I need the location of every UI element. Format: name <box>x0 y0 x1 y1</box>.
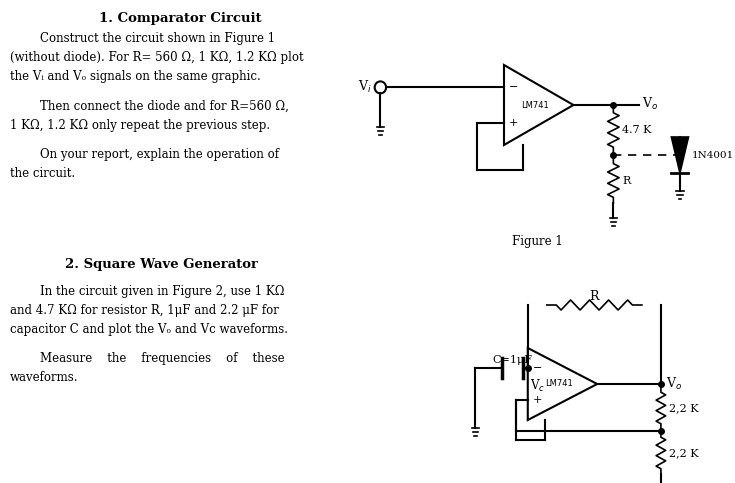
Text: V$_o$: V$_o$ <box>642 96 658 112</box>
Text: R: R <box>622 175 630 185</box>
Text: LM741: LM741 <box>521 100 549 110</box>
Text: +: + <box>533 395 542 405</box>
Text: On your report, explain the operation of
the circuit.: On your report, explain the operation of… <box>10 148 279 180</box>
Text: −: − <box>509 83 518 92</box>
Text: 2. Square Wave Generator: 2. Square Wave Generator <box>65 258 258 271</box>
Text: V$_c$: V$_c$ <box>530 378 545 394</box>
Text: C=1μF: C=1μF <box>492 355 533 365</box>
Text: 1N4001: 1N4001 <box>692 151 734 159</box>
Text: 1. Comparator Circuit: 1. Comparator Circuit <box>99 12 262 25</box>
Text: +: + <box>509 117 518 128</box>
Text: LM741: LM741 <box>545 380 573 388</box>
Text: V$_i$: V$_i$ <box>358 79 372 96</box>
Text: Measure    the    frequencies    of    these
waveforms.: Measure the frequencies of these wavefor… <box>10 352 284 384</box>
Text: R: R <box>589 290 599 303</box>
Text: 2,2 K: 2,2 K <box>669 403 698 413</box>
Text: 2,2 K: 2,2 K <box>669 448 698 458</box>
Text: 4.7 K: 4.7 K <box>622 125 651 135</box>
Text: In the circuit given in Figure 2, use 1 KΩ
and 4.7 KΩ for resistor R, 1μF and 2.: In the circuit given in Figure 2, use 1 … <box>10 285 287 336</box>
Polygon shape <box>671 137 689 173</box>
Text: Then connect the diode and for R=560 Ω,
1 KΩ, 1.2 KΩ only repeat the previous st: Then connect the diode and for R=560 Ω, … <box>10 100 288 132</box>
Text: V$_o$: V$_o$ <box>666 376 682 392</box>
Text: Figure 1: Figure 1 <box>512 235 563 248</box>
Text: Construct the circuit shown in Figure 1
(without diode). For R= 560 Ω, 1 KΩ, 1.2: Construct the circuit shown in Figure 1 … <box>10 32 303 83</box>
Text: −: − <box>533 363 542 373</box>
